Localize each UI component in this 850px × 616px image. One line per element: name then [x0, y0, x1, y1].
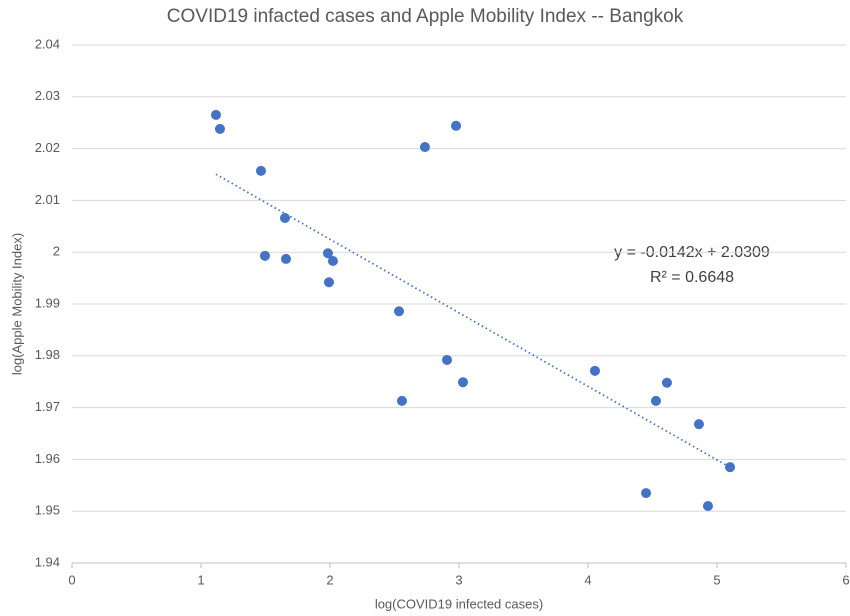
y-tick-label: 1.97: [35, 399, 60, 414]
x-tick-label: 6: [842, 572, 849, 587]
data-point: [661, 377, 672, 388]
x-tick-label: 3: [455, 572, 462, 587]
data-point: [589, 365, 600, 376]
data-point: [214, 123, 225, 134]
data-point: [641, 488, 652, 499]
data-point: [419, 142, 430, 153]
x-tick-label: 1: [197, 572, 204, 587]
x-tick-label: 0: [68, 572, 75, 587]
data-point: [396, 395, 407, 406]
data-point: [255, 165, 266, 176]
y-tick-label: 1.95: [35, 503, 60, 518]
y-tick-label: 1.94: [35, 554, 60, 569]
data-point: [322, 248, 333, 259]
y-tick-label: 1.99: [35, 295, 60, 310]
chart-title: COVID19 infacted cases and Apple Mobilit…: [167, 6, 684, 27]
data-point: [394, 306, 405, 317]
data-point: [451, 120, 462, 131]
data-point: [279, 213, 290, 224]
y-tick-label: 2.01: [35, 192, 60, 207]
data-point: [725, 462, 736, 473]
data-point: [650, 395, 661, 406]
data-point: [702, 501, 713, 512]
y-tick-label: 2.04: [35, 36, 60, 51]
x-axis-label: log(COVID19 infected cases): [375, 596, 543, 611]
y-axis-label: log(Apple Mobility Index): [9, 233, 24, 375]
data-point: [281, 253, 292, 264]
trendline-equation: y = -0.0142x + 2.0309: [614, 244, 770, 261]
data-point: [259, 250, 270, 261]
y-tick-label: 1.98: [35, 347, 60, 362]
x-tick-label: 5: [713, 572, 720, 587]
data-point: [457, 377, 468, 388]
data-point: [323, 277, 334, 288]
x-tick-label: 4: [584, 572, 591, 587]
x-tick-label: 2: [326, 572, 333, 587]
y-tick-label: 2.02: [35, 140, 60, 155]
data-point: [442, 354, 453, 365]
data-point: [693, 419, 704, 430]
y-tick-label: 2: [53, 244, 60, 259]
data-point: [210, 109, 221, 120]
trendline-r2: R² = 0.6648: [650, 269, 734, 286]
data-point: [327, 256, 338, 267]
y-tick-label: 1.96: [35, 451, 60, 466]
trendline: [215, 173, 731, 469]
y-tick-label: 2.03: [35, 88, 60, 103]
